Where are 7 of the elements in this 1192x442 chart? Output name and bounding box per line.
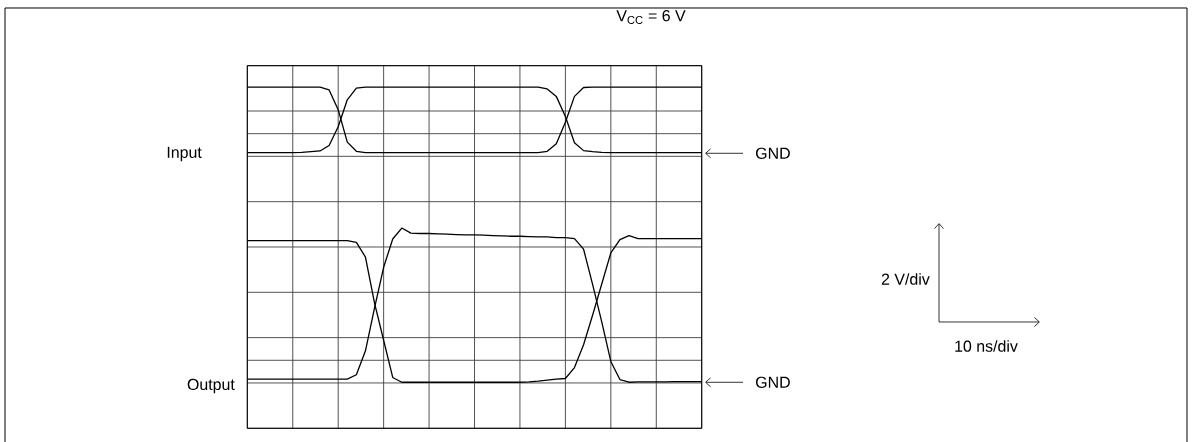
text: GND [756, 376, 790, 388]
text: 10 ns/div [955, 340, 1018, 352]
text: Input [167, 146, 202, 162]
text: Output [187, 378, 235, 394]
text: GND [756, 147, 790, 159]
chart-title: V$_{CC}$ = 6 V [616, 10, 686, 24]
text: 2 V/div [881, 273, 930, 285]
